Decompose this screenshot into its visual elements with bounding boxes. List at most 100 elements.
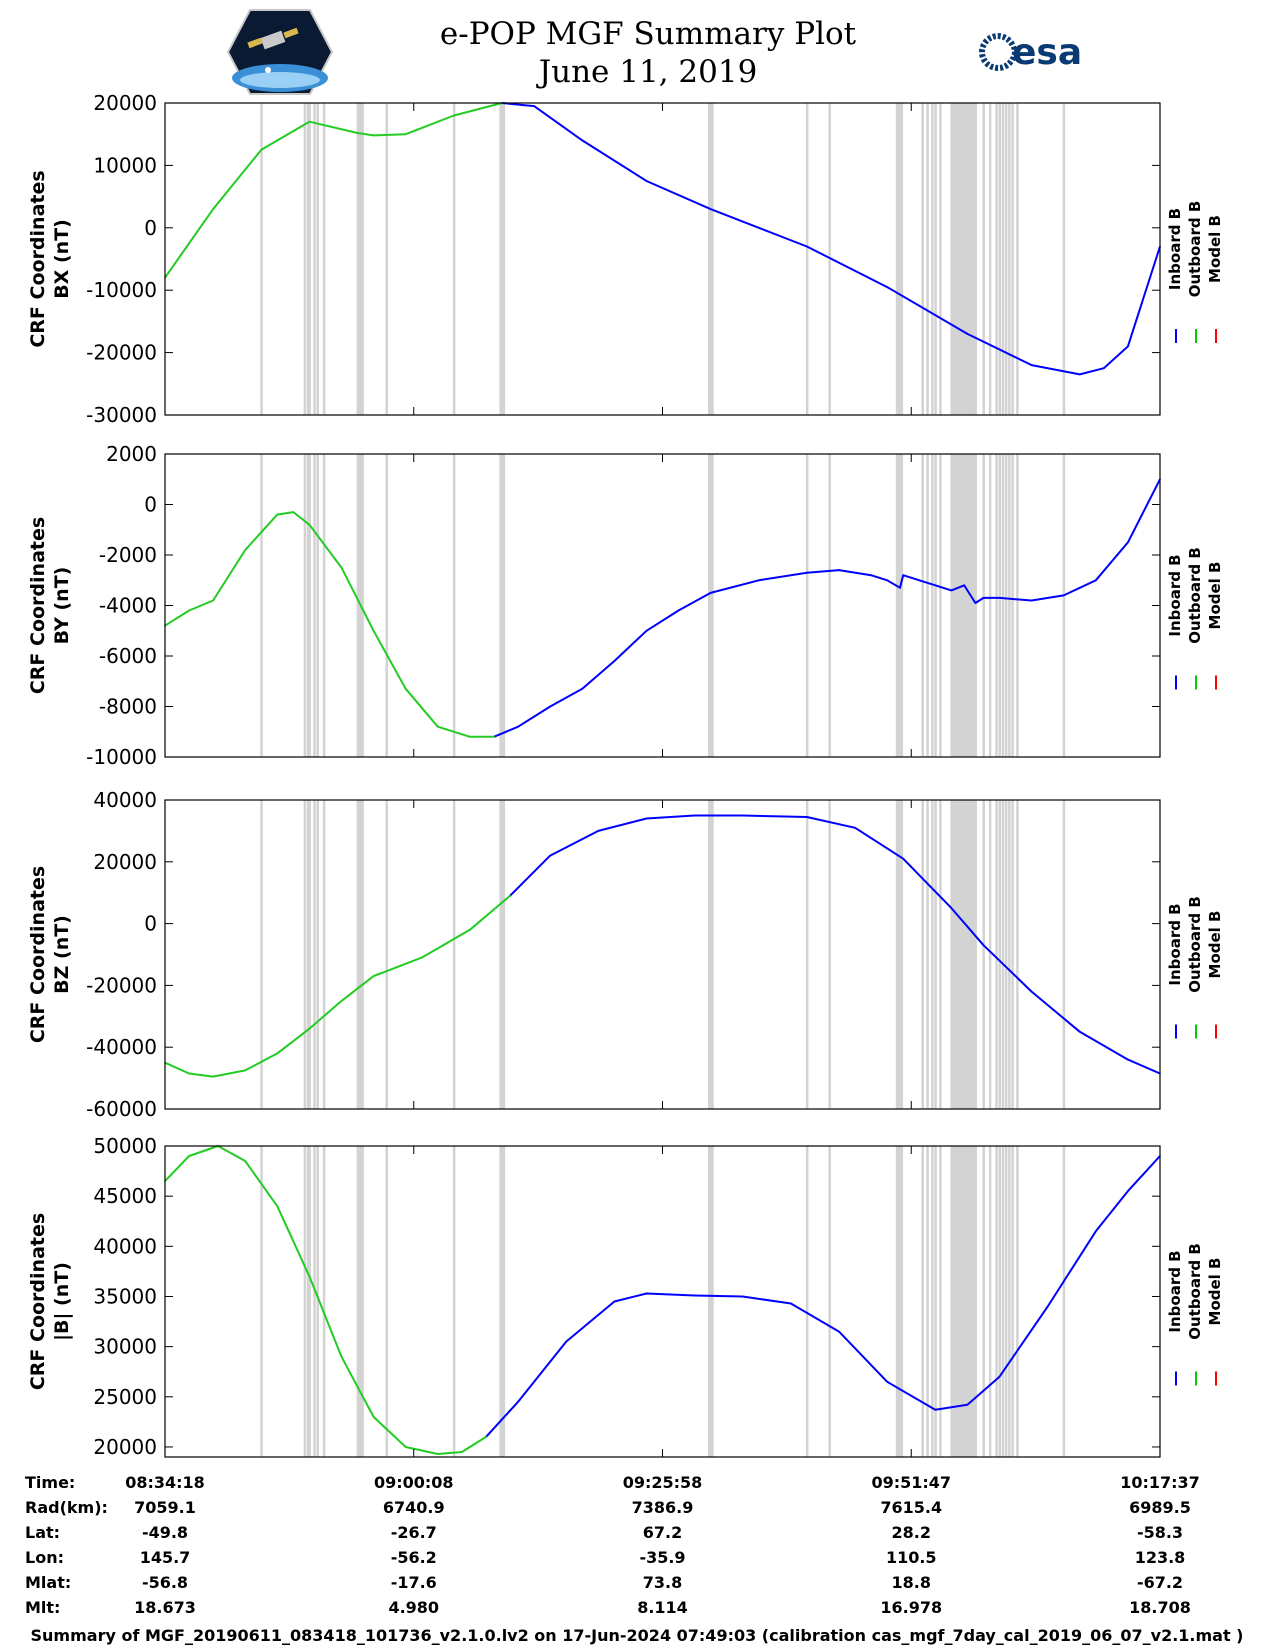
cassiope-logo: [226, 9, 334, 95]
data-point: [1127, 1058, 1129, 1061]
row-label-lon: Lon:: [25, 1548, 64, 1567]
cell-rad: 7059.1: [134, 1498, 196, 1517]
plot-date: June 11, 2019: [536, 54, 758, 90]
gap-band: [969, 103, 973, 415]
panel-bmag: 50000 45000 40000 35000 30000 25000 20000 CRF C…: [27, 1134, 1161, 1459]
gap-band: [931, 1146, 934, 1457]
cell-lat: 67.2: [643, 1523, 682, 1542]
gap-band: [805, 1146, 809, 1457]
gap-bands: [260, 800, 1066, 1109]
gap-band: [805, 103, 809, 415]
gap-band: [951, 103, 955, 415]
gap-band: [828, 800, 831, 1109]
data-point: [998, 597, 1001, 599]
gap-band: [897, 454, 900, 757]
esa-logo: esa: [979, 32, 1082, 73]
gap-band: [322, 103, 326, 415]
gap-band: [982, 1146, 985, 1457]
gap-band: [951, 454, 955, 757]
y-tick-label: 25000: [93, 1385, 157, 1409]
data-point: [950, 589, 953, 592]
data-point: [838, 569, 840, 571]
gap-band: [899, 1146, 902, 1457]
gap-band: [708, 454, 711, 757]
gap-band: [972, 454, 976, 757]
y-tick-label: -20000: [86, 341, 157, 365]
gap-band: [499, 103, 502, 415]
y-tick-label: 20000: [93, 91, 157, 115]
legend-entry: Inboard B: [1166, 554, 1184, 636]
gap-band: [953, 454, 957, 757]
gap-band: [995, 103, 998, 415]
data-point: [1127, 345, 1129, 348]
gap-band: [308, 800, 311, 1109]
page-title: e-POP MGF Summary Plot: [440, 16, 857, 52]
cell-rad: 6989.5: [1129, 1498, 1191, 1517]
gap-band: [361, 800, 364, 1109]
data-point: [693, 1294, 696, 1297]
data-point: [1030, 364, 1033, 366]
y-tick-label: 0: [144, 216, 157, 240]
data-point: [645, 180, 648, 182]
y-tick-label: -8000: [99, 695, 157, 719]
gap-band: [709, 454, 713, 757]
data-point: [581, 688, 584, 690]
gap-band: [322, 800, 326, 1109]
gap-band: [963, 454, 966, 757]
series-inboard-b: [493, 478, 1161, 738]
data-point: [1095, 579, 1097, 582]
data-point: [1079, 373, 1081, 376]
gap-band: [303, 103, 307, 415]
cell-mlat: -56.8: [142, 1573, 188, 1592]
gap-band: [322, 454, 326, 757]
gap-band: [900, 800, 904, 1109]
y-tick-label: -2000: [99, 543, 157, 567]
data-point: [645, 817, 648, 820]
gap-band: [385, 800, 388, 1109]
cell-lon: -35.9: [639, 1548, 685, 1567]
legend-bmag: Inboard B Outboard B Model B: [1166, 1243, 1224, 1386]
gap-band: [972, 800, 976, 1109]
legend-entry: Inboard B: [1166, 208, 1184, 290]
data-point: [886, 286, 888, 288]
gap-band: [921, 454, 924, 757]
series-inboard-b: [485, 1155, 1161, 1438]
y-tick-label: -6000: [99, 644, 157, 668]
gap-band: [961, 103, 965, 415]
gap-band: [921, 103, 924, 415]
y-tick-label: 20000: [93, 850, 157, 874]
gap-band: [1016, 103, 1019, 415]
gap-band: [960, 454, 963, 757]
footer-caption: Summary of MGF_20190611_083418_101736_v2…: [31, 1626, 1244, 1645]
gap-band: [501, 454, 504, 757]
gap-band: [1001, 1146, 1005, 1457]
gap-band: [971, 1146, 974, 1457]
data-point: [453, 114, 455, 117]
y-tick-label: 40000: [93, 788, 157, 812]
gap-band: [969, 1146, 973, 1457]
cell-lon: 110.5: [886, 1548, 937, 1567]
y-tick-label: -4000: [99, 594, 157, 618]
y-tick-label: 40000: [93, 1234, 157, 1258]
gap-band: [361, 1146, 364, 1457]
data-point: [693, 814, 696, 817]
gap-band: [1004, 1146, 1008, 1457]
legend-entry: Model B: [1206, 215, 1224, 283]
gap-band: [1008, 454, 1011, 757]
gap-band: [1011, 800, 1014, 1109]
gap-band: [974, 454, 977, 757]
gap-band: [711, 454, 714, 757]
legend-entry: Outboard B: [1186, 201, 1204, 298]
gap-band: [968, 1146, 971, 1457]
data-point: [963, 584, 965, 587]
esa-logo-text: esa: [1012, 32, 1082, 73]
gap-band: [953, 800, 957, 1109]
data-point: [469, 929, 471, 931]
data-point: [340, 566, 343, 569]
gap-band: [964, 1146, 968, 1457]
cell-time: 09:51:47: [871, 1473, 951, 1492]
row-label-lat: Lat:: [25, 1523, 60, 1542]
gap-band: [709, 1146, 713, 1457]
gap-band: [385, 103, 388, 415]
y-tick-label: -10000: [86, 278, 157, 302]
